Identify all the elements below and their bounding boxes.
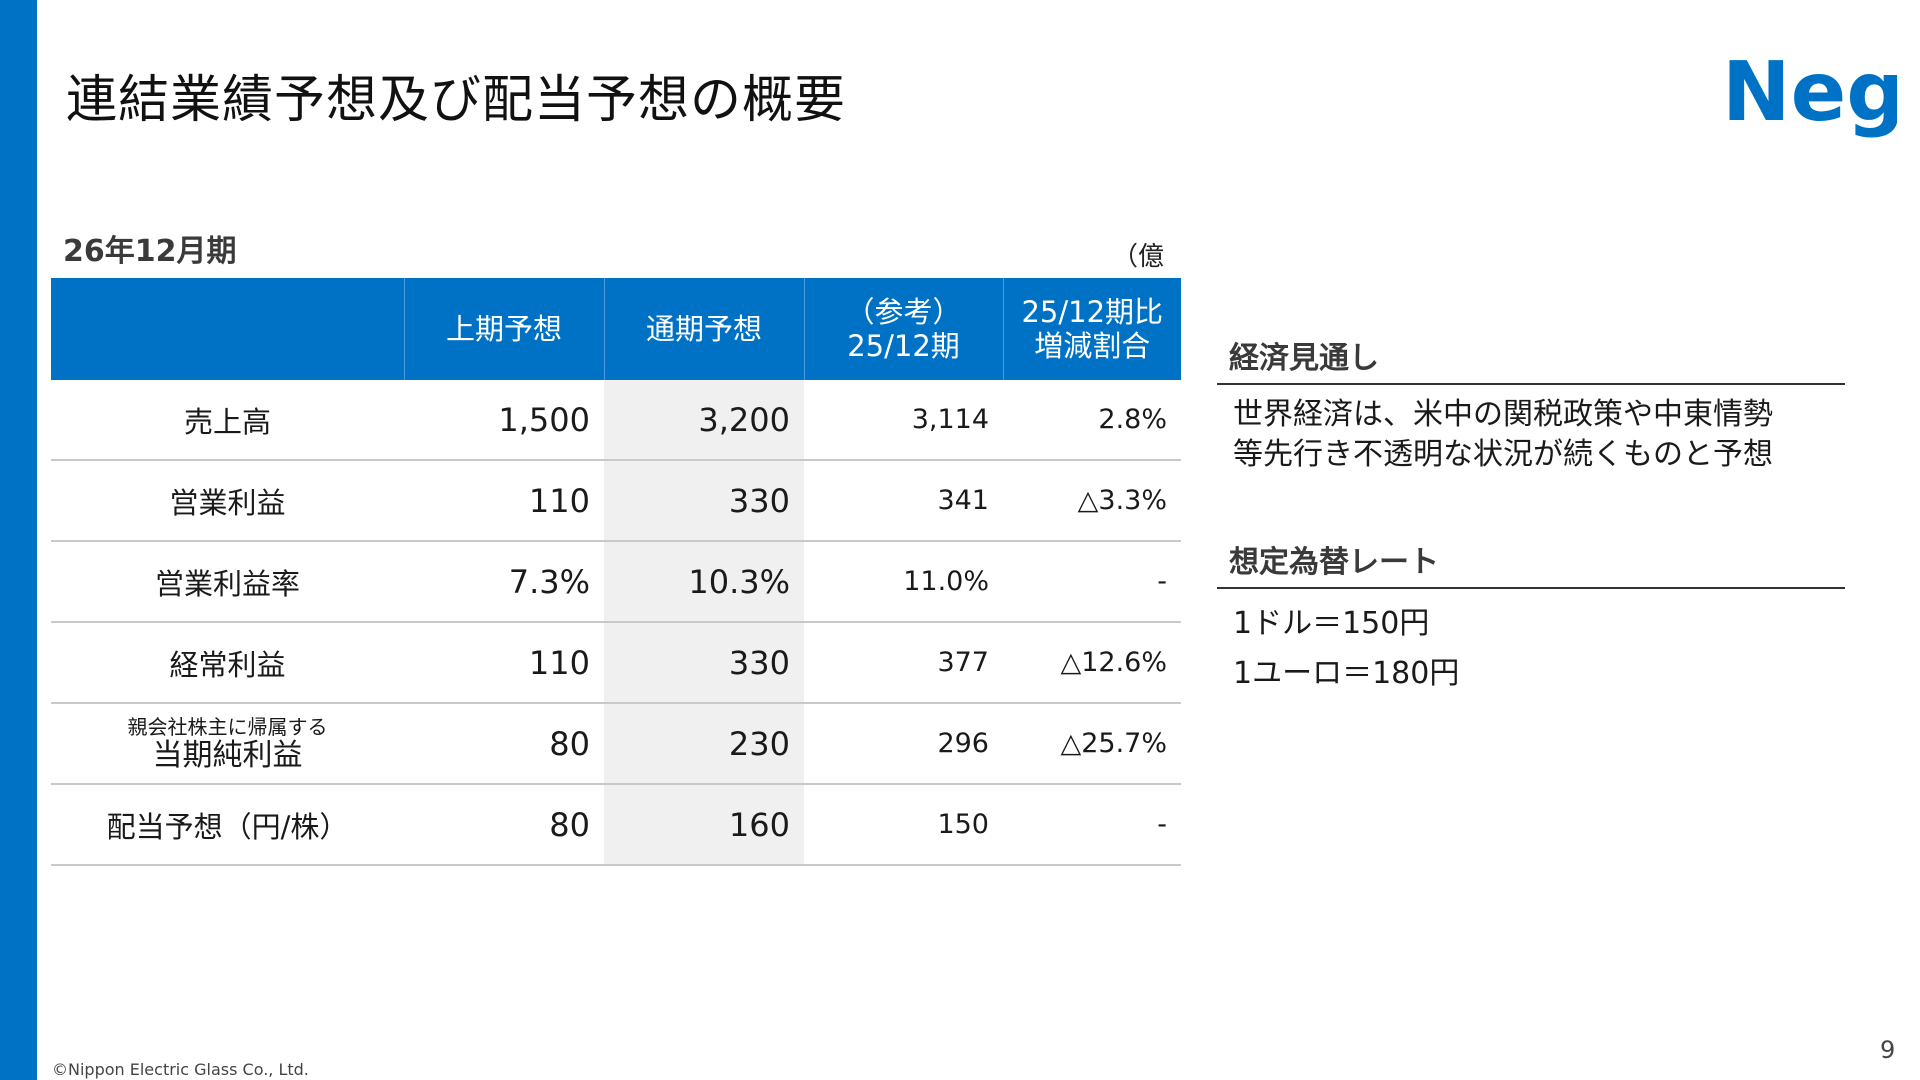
cell-full-year: 230 [604,703,804,785]
logo-text: Neg [1722,48,1897,138]
fx-rate-heading: 想定為替レート [1217,537,1845,589]
table-header-row: 上期予想 通期予想 （参考） 25/12期 25/12期比 増減割合 [51,278,1181,380]
cell-full-year: 10.3% [604,541,804,623]
fx-rate-list: 1ドル＝150円 1ユーロ＝180円 [1217,589,1845,699]
cell-first-half: 110 [404,622,604,704]
header-reference-line1: （参考） [845,295,962,329]
table-row-ordinary-profit: 経常利益 110 330 377 △12.6% [51,622,1181,704]
copyright-notice: ©Nippon Electric Glass Co., Ltd. [52,1060,309,1079]
fx-rate-usd: 1ドル＝150円 [1233,606,1430,641]
cell-first-half: 80 [404,703,604,785]
row-label: 営業利益 [51,460,404,542]
table-row-net-sales: 売上高 1,500 3,200 3,114 2.8% [51,380,1181,461]
row-label-main: 当期純利益 [152,737,303,773]
forecast-table: 上期予想 通期予想 （参考） 25/12期 25/12期比 増減割合 売上高 1… [51,278,1181,866]
cell-change: △3.3% [1003,460,1181,542]
table-row-dividend: 配当予想（円/株） 80 160 150 - [51,784,1181,866]
cell-full-year: 330 [604,622,804,704]
cell-reference: 150 [804,784,1003,866]
page-number: 9 [1880,1036,1896,1064]
table-row-operating-profit: 営業利益 110 330 341 △3.3% [51,460,1181,542]
cell-change: 2.8% [1003,380,1181,461]
page-title: 連結業績予想及び配当予想の概要 [66,71,847,130]
cell-reference: 296 [804,703,1003,785]
table-row-net-income: 親会社株主に帰属する 当期純利益 80 230 296 △25.7% [51,703,1181,785]
cell-change: - [1003,541,1181,623]
header-blank [51,278,405,380]
header-change-line1: 25/12期比 [1021,295,1164,329]
cell-first-half: 7.3% [404,541,604,623]
economic-outlook-section: 経済見通し 世界経済は、米中の関税政策や中東情勢 等先行き不透明な状況が続くもの… [1217,333,1845,475]
cell-reference: 341 [804,460,1003,542]
row-label-small: 親会社株主に帰属する [127,714,328,739]
header-reference-line2: 25/12期 [847,329,960,363]
row-label: 経常利益 [51,622,404,704]
cell-first-half: 80 [404,784,604,866]
cell-reference: 3,114 [804,380,1003,461]
neg-logo: Neg [1722,48,1897,138]
header-reference: （参考） 25/12期 [804,278,1004,380]
header-full-year: 通期予想 [604,278,805,380]
cell-change: △25.7% [1003,703,1181,785]
left-accent-bar [0,0,37,1080]
header-change: 25/12期比 増減割合 [1003,278,1181,380]
header-first-half: 上期予想 [404,278,605,380]
economic-outlook-heading: 経済見通し [1217,333,1845,385]
cell-first-half: 1,500 [404,380,604,461]
row-label: 売上高 [51,380,404,461]
cell-full-year: 160 [604,784,804,866]
fiscal-period-label: 26年12月期 [63,234,237,269]
cell-change: - [1003,784,1181,866]
row-label: 親会社株主に帰属する 当期純利益 [51,703,404,785]
cell-full-year: 330 [604,460,804,542]
economic-outlook-line2: 等先行き不透明な状況が続くものと予想 [1233,437,1773,472]
row-label: 配当予想（円/株） [51,784,404,866]
fx-rate-section: 想定為替レート 1ドル＝150円 1ユーロ＝180円 [1217,537,1845,699]
cell-first-half: 110 [404,460,604,542]
fx-rate-eur: 1ユーロ＝180円 [1233,656,1460,691]
cell-full-year: 3,200 [604,380,804,461]
row-label: 営業利益率 [51,541,404,623]
economic-outlook-text: 世界経済は、米中の関税政策や中東情勢 等先行き不透明な状況が続くものと予想 [1217,385,1845,475]
cell-change: △12.6% [1003,622,1181,704]
table-row-operating-margin: 営業利益率 7.3% 10.3% 11.0% - [51,541,1181,623]
economic-outlook-line1: 世界経済は、米中の関税政策や中東情勢 [1233,397,1773,432]
header-change-line2: 増減割合 [1034,329,1151,363]
cell-reference: 377 [804,622,1003,704]
cell-reference: 11.0% [804,541,1003,623]
